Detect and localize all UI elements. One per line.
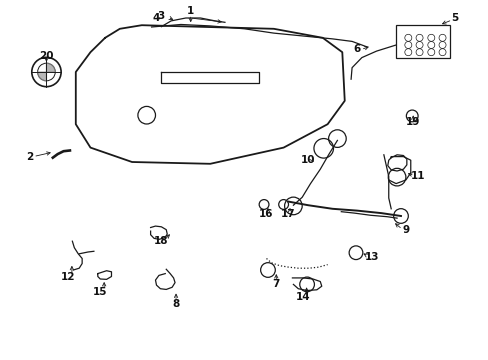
Text: 19: 19 bbox=[405, 117, 420, 127]
Text: 9: 9 bbox=[402, 225, 408, 235]
Text: 13: 13 bbox=[364, 252, 378, 262]
Text: 17: 17 bbox=[281, 209, 295, 219]
Text: 14: 14 bbox=[295, 292, 310, 302]
Bar bbox=[395, 25, 449, 58]
Text: 20: 20 bbox=[39, 51, 54, 61]
Polygon shape bbox=[46, 63, 55, 72]
Text: 7: 7 bbox=[272, 279, 280, 289]
Text: 3: 3 bbox=[158, 11, 164, 21]
Text: 16: 16 bbox=[259, 209, 273, 219]
Text: 8: 8 bbox=[172, 299, 179, 309]
Text: 18: 18 bbox=[154, 236, 168, 246]
Text: 15: 15 bbox=[93, 287, 107, 297]
Text: 6: 6 bbox=[353, 44, 360, 54]
Text: 2: 2 bbox=[26, 152, 33, 162]
Text: 12: 12 bbox=[61, 272, 76, 282]
Text: 4: 4 bbox=[152, 13, 160, 23]
Text: 11: 11 bbox=[410, 171, 425, 181]
Text: 5: 5 bbox=[450, 13, 457, 23]
Text: 1: 1 bbox=[187, 6, 194, 16]
Polygon shape bbox=[38, 72, 46, 81]
Text: 10: 10 bbox=[300, 155, 315, 165]
